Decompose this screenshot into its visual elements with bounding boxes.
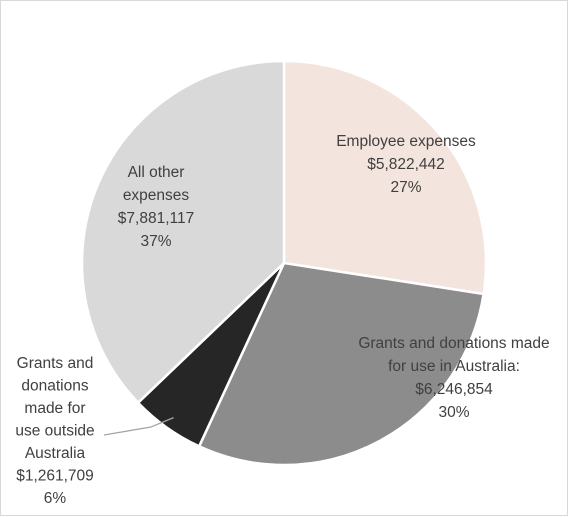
slice-label-2: Grants and donations made for use in Aust… xyxy=(358,335,549,421)
slice-label-1: Employee expenses $5,822,442 27% xyxy=(336,133,476,196)
slice-label-line: 27% xyxy=(390,179,421,196)
slice-label-line: All other xyxy=(128,164,185,181)
slice-label-line: 6% xyxy=(44,490,67,507)
slice-label-line: made for xyxy=(24,400,85,417)
leader-line xyxy=(103,416,174,436)
pie-slice-1 xyxy=(282,59,488,296)
slice-label-line: $5,822,442 xyxy=(367,156,445,173)
slice-label-line: expenses xyxy=(123,187,190,204)
slice-label-3: Grants and donations made for use outside Au… xyxy=(15,355,94,507)
pie-slice-2 xyxy=(197,261,486,467)
slice-label-line: 30% xyxy=(438,404,469,421)
slice-label-line: Employee expenses xyxy=(336,133,476,150)
slice-label-line: $1,261,709 xyxy=(16,468,94,485)
slice-label-line: Grants and xyxy=(17,355,94,372)
slice-label-line: $6,246,854 xyxy=(415,381,493,398)
slice-label-line: Grants and donations made xyxy=(358,335,549,352)
slice-label-4: All other expenses $7,881,117 37% xyxy=(118,164,194,250)
slice-label-line: donations xyxy=(21,378,88,395)
slice-label-line: Australia xyxy=(25,445,86,462)
slice-label-line: $7,881,117 xyxy=(118,210,194,227)
slice-label-line: use outside xyxy=(15,423,94,440)
pie-slice-4 xyxy=(80,59,286,405)
slice-label-line: 37% xyxy=(140,233,171,250)
slice-label-line: for use in Australia: xyxy=(388,358,520,375)
